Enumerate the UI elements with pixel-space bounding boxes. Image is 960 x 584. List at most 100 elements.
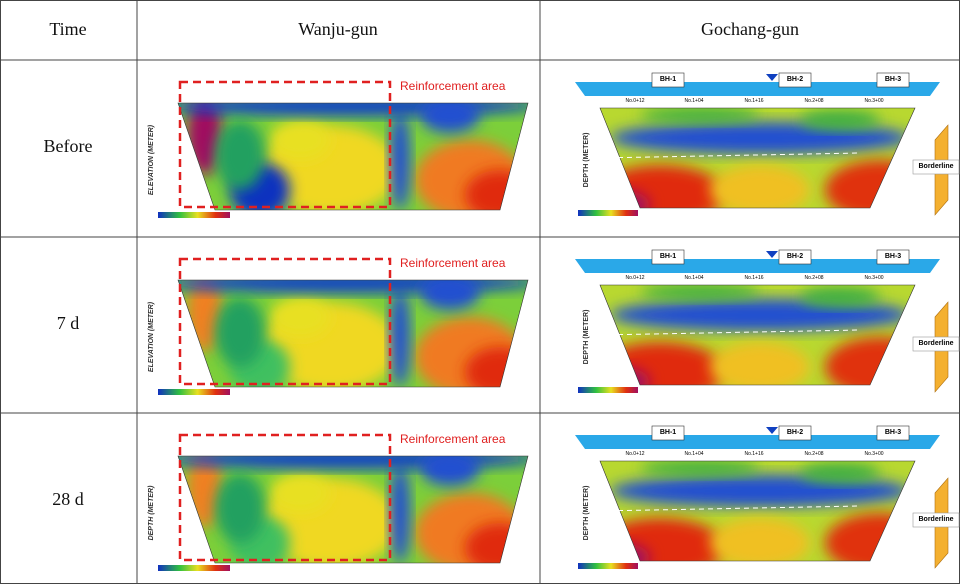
color-scale [158,565,230,571]
station-label: No.1+04 [684,275,703,281]
resistivity-image [178,103,528,210]
borderline-box [912,336,960,352]
axis-label: ELEVATION (METER) [148,124,155,195]
wanju-section: Reinforcement area DEPTH (METER) [148,432,529,571]
color-blob [800,287,880,307]
borehole-label: BH-3 [885,429,901,436]
borehole-label: BH-2 [787,429,803,436]
borehole-box [651,72,685,88]
color-blob [420,103,480,133]
borderline-box [912,512,960,528]
color-blob [415,140,525,210]
resistivity-image [600,285,915,385]
annotation: Borderline [918,340,953,347]
row-label: 7 d [57,313,80,333]
station-label: No.1+16 [744,98,763,104]
borehole-label: BH-1 [660,253,676,260]
station-label: No.2+08 [804,275,823,281]
header-cell: Time [49,19,86,39]
borehole-box [651,249,685,265]
color-blob [710,518,810,561]
color-blob [800,110,880,130]
annotation: Reinforcement area [400,256,506,270]
header-cell: Wanju-gun [298,19,378,39]
color-blob [610,299,910,331]
color-blob [270,297,330,337]
reinforcement-box [178,433,392,562]
color-blob [215,120,265,190]
color-blob [800,463,880,483]
row-label: 28 d [52,489,84,509]
resistivity-image [600,108,915,208]
color-blob [270,473,330,513]
borehole-box [778,72,812,88]
station-label: No.0+12 [625,275,644,281]
color-blob [390,463,410,563]
color-blob [415,493,525,563]
station-label: No.2+08 [804,451,823,457]
station-label: No.3+00 [864,451,883,457]
reinforcement-box [178,80,392,209]
annotation: Reinforcement area [400,79,506,93]
color-blob [390,287,410,387]
borehole-box [651,425,685,441]
color-blob [178,456,528,469]
station-label: No.1+16 [744,451,763,457]
borehole-box [876,72,910,88]
borderline-dash [599,152,861,159]
station-label: No.3+00 [864,275,883,281]
color-scale [578,387,638,393]
color-blob [640,108,760,123]
borehole-label: BH-1 [660,429,676,436]
row-label: Before [44,136,93,156]
station-label: No.3+00 [864,98,883,104]
section-outline [599,460,916,562]
borehole-label: BH-3 [885,253,901,260]
color-blob [215,297,265,367]
annotation: Borderline [918,163,953,170]
color-blob [420,280,480,310]
color-blob [610,475,910,507]
borderline-dash [599,329,861,336]
borehole-label: BH-2 [787,253,803,260]
resistivity-image [600,461,915,561]
color-blob [390,110,410,210]
water-marker [766,74,778,81]
color-blob [640,461,760,476]
annotation: Reinforcement area [400,432,506,446]
station-label: No.1+16 [744,275,763,281]
header-cell: Gochang-gun [701,19,799,39]
water-marker [766,427,778,434]
resistivity-image [178,456,528,563]
color-scale [158,389,230,395]
wanju-section: Reinforcement area ELEVATION (METER) [148,256,529,395]
color-blob [640,285,760,300]
axis-label: DEPTH (METER) [583,486,590,541]
borehole-box [778,425,812,441]
color-blob [465,170,528,210]
reinforcement-box [178,257,392,386]
axis-label: DEPTH (METER) [148,485,155,541]
color-blob [178,103,528,116]
borderline-box [912,159,960,175]
axis-label: DEPTH (METER) [583,133,590,188]
color-blob [465,347,528,387]
section-outline [599,107,916,209]
color-blob [465,523,528,563]
color-blob [415,317,525,387]
station-label: No.1+04 [684,451,703,457]
water-marker [766,251,778,258]
color-blob [710,165,810,208]
gochang-section: BH-1 BH-2 BH-3 No.0+12 No.1+04 No.1+16 No.2+08… [575,72,960,216]
wanju-section: Reinforcement area ELEVATION (METER) [148,79,529,218]
color-blob [420,456,480,486]
section-outline [599,284,916,386]
station-label: No.2+08 [804,98,823,104]
station-label: No.1+04 [684,98,703,104]
color-blob [270,120,330,160]
section-outline [177,279,529,388]
axis-label: DEPTH (METER) [583,310,590,365]
borehole-box [778,249,812,265]
